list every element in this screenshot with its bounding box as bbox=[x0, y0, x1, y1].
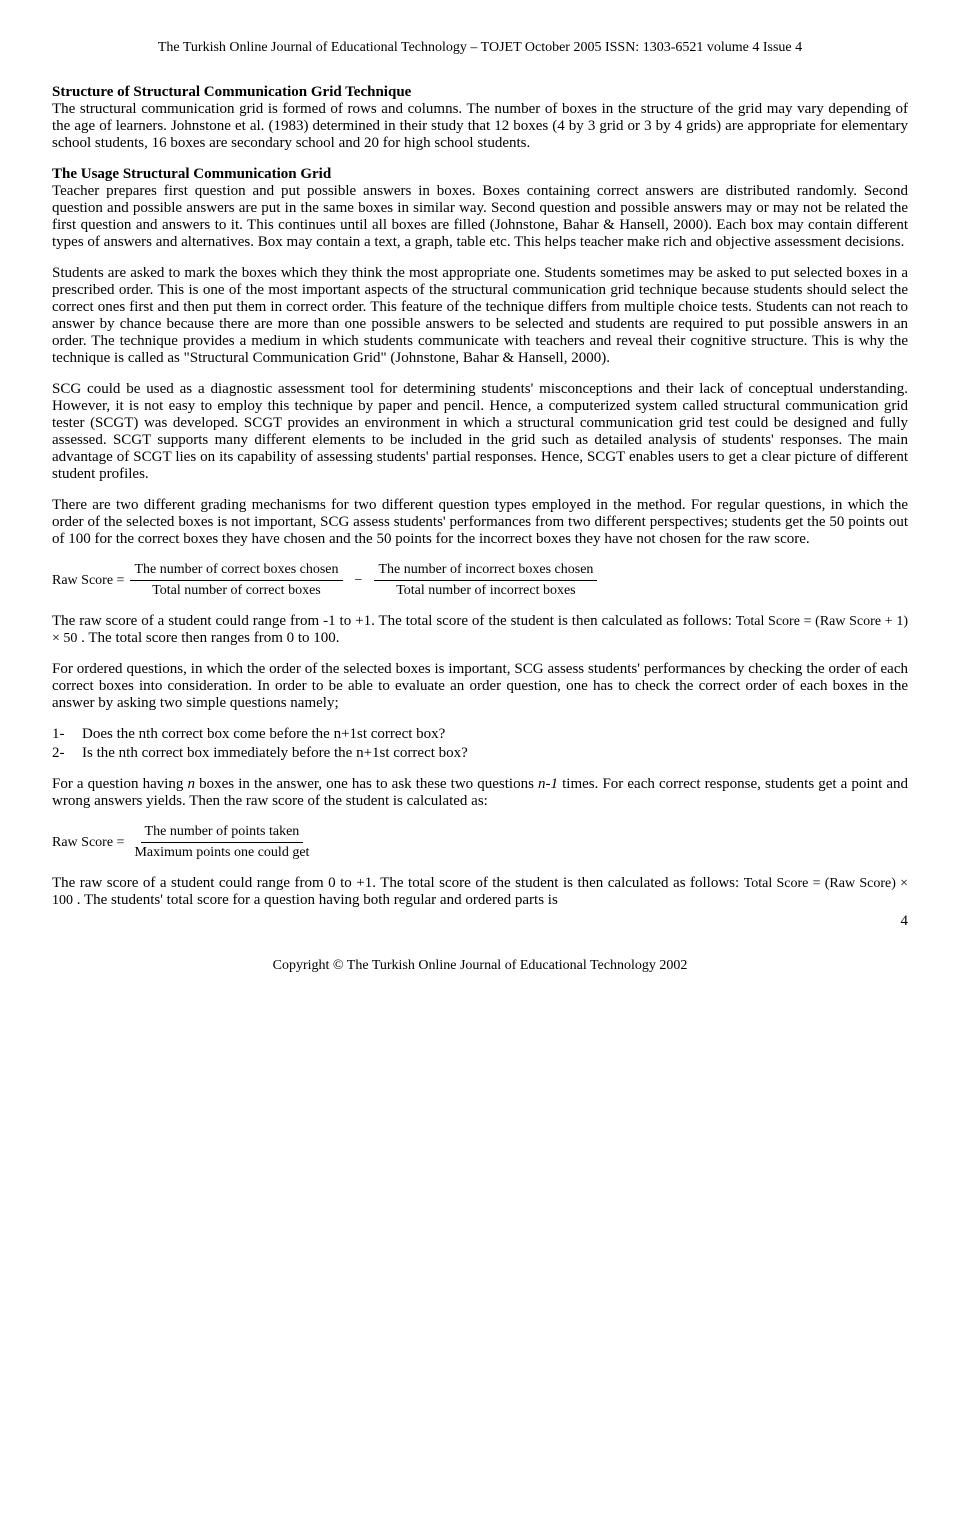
section-title-structure: Structure of Structural Communication Gr… bbox=[52, 84, 411, 100]
paragraph: For ordered questions, in which the orde… bbox=[52, 661, 908, 712]
raw-score-formula-ordered: Raw Score = The number of points taken M… bbox=[52, 824, 908, 861]
list-text: Is the nth correct box immediately befor… bbox=[82, 745, 468, 762]
minus-sign: − bbox=[355, 573, 363, 589]
text-run: The raw score of a student could range f… bbox=[52, 613, 736, 629]
page-number: 4 bbox=[52, 913, 908, 930]
ordered-question-2: 2- Is the nth correct box immediately be… bbox=[52, 745, 908, 762]
fraction-numerator: The number of points taken bbox=[141, 824, 304, 843]
text-run: . The students' total score for a questi… bbox=[77, 892, 558, 908]
formula-lhs: Raw Score = bbox=[52, 573, 124, 589]
paragraph: There are two different grading mechanis… bbox=[52, 497, 908, 548]
list-marker: 1- bbox=[52, 726, 82, 743]
fraction-denominator: Total number of incorrect boxes bbox=[392, 581, 579, 599]
list-text: Does the nth correct box come before the… bbox=[82, 726, 445, 743]
text-run: . The total score then ranges from 0 to … bbox=[81, 630, 339, 646]
fraction-points: The number of points taken Maximum point… bbox=[130, 824, 313, 861]
fraction-numerator: The number of incorrect boxes chosen bbox=[374, 562, 597, 581]
list-marker: 2- bbox=[52, 745, 82, 762]
fraction-incorrect: The number of incorrect boxes chosen Tot… bbox=[374, 562, 597, 599]
text-run: The raw score of a student could range f… bbox=[52, 875, 744, 891]
fraction-correct: The number of correct boxes chosen Total… bbox=[130, 562, 342, 599]
fraction-denominator: Maximum points one could get bbox=[130, 843, 313, 861]
copyright-footer: Copyright © The Turkish Online Journal o… bbox=[52, 958, 908, 974]
ordered-question-1: 1- Does the nth correct box come before … bbox=[52, 726, 908, 743]
raw-score-formula-regular: Raw Score = The number of correct boxes … bbox=[52, 562, 908, 599]
paragraph: SCG could be used as a diagnostic assess… bbox=[52, 381, 908, 483]
fraction-denominator: Total number of correct boxes bbox=[148, 581, 325, 599]
paragraph: The structural communication grid is for… bbox=[52, 101, 908, 152]
fraction-numerator: The number of correct boxes chosen bbox=[130, 562, 342, 581]
section-title-usage: The Usage Structural Communication Grid bbox=[52, 166, 331, 182]
paragraph: Teacher prepares first question and put … bbox=[52, 183, 908, 251]
paragraph: The raw score of a student could range f… bbox=[52, 613, 908, 647]
journal-header: The Turkish Online Journal of Educationa… bbox=[52, 40, 908, 56]
italic-n: n bbox=[188, 776, 196, 792]
text-run: boxes in the answer, one has to ask thes… bbox=[199, 776, 538, 792]
paragraph: Students are asked to mark the boxes whi… bbox=[52, 265, 908, 367]
formula-lhs: Raw Score = bbox=[52, 835, 124, 851]
paragraph: The raw score of a student could range f… bbox=[52, 875, 908, 909]
paragraph: For a question having n boxes in the ans… bbox=[52, 776, 908, 810]
text-run: For a question having bbox=[52, 776, 188, 792]
italic-n-minus-1: n-1 bbox=[538, 776, 558, 792]
